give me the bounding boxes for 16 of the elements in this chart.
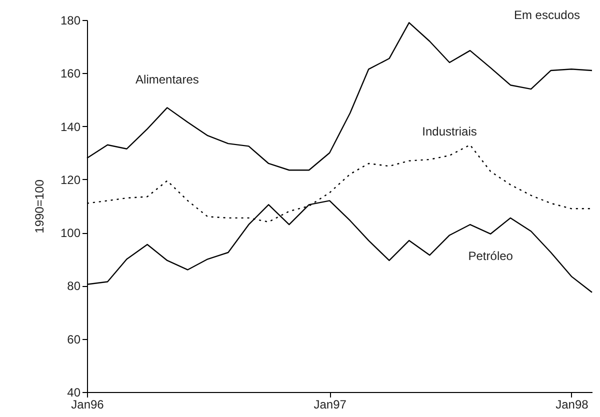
x-tick-label: Jan96	[71, 398, 104, 412]
y-tick-label: 100	[60, 226, 81, 240]
chart-subtitle: Em escudos	[514, 8, 580, 22]
series-label: Industriais	[422, 124, 477, 139]
x-tick-label: Jan97	[314, 398, 347, 412]
y-tick-label: 140	[60, 120, 81, 134]
y-axis-title: 1990=100	[32, 179, 46, 234]
y-tick-label: 120	[60, 172, 81, 187]
y-tick-label: 80	[67, 279, 81, 294]
series-label: Petróleo	[468, 248, 514, 263]
y-tick-label: 160	[60, 66, 81, 81]
y-tick-label: 180	[60, 14, 81, 28]
y-tick-label: 60	[67, 332, 81, 346]
text: Alimentares	[136, 72, 199, 87]
y-tick-label: 40	[67, 386, 81, 400]
x-tick-label: Jan98	[556, 398, 589, 412]
